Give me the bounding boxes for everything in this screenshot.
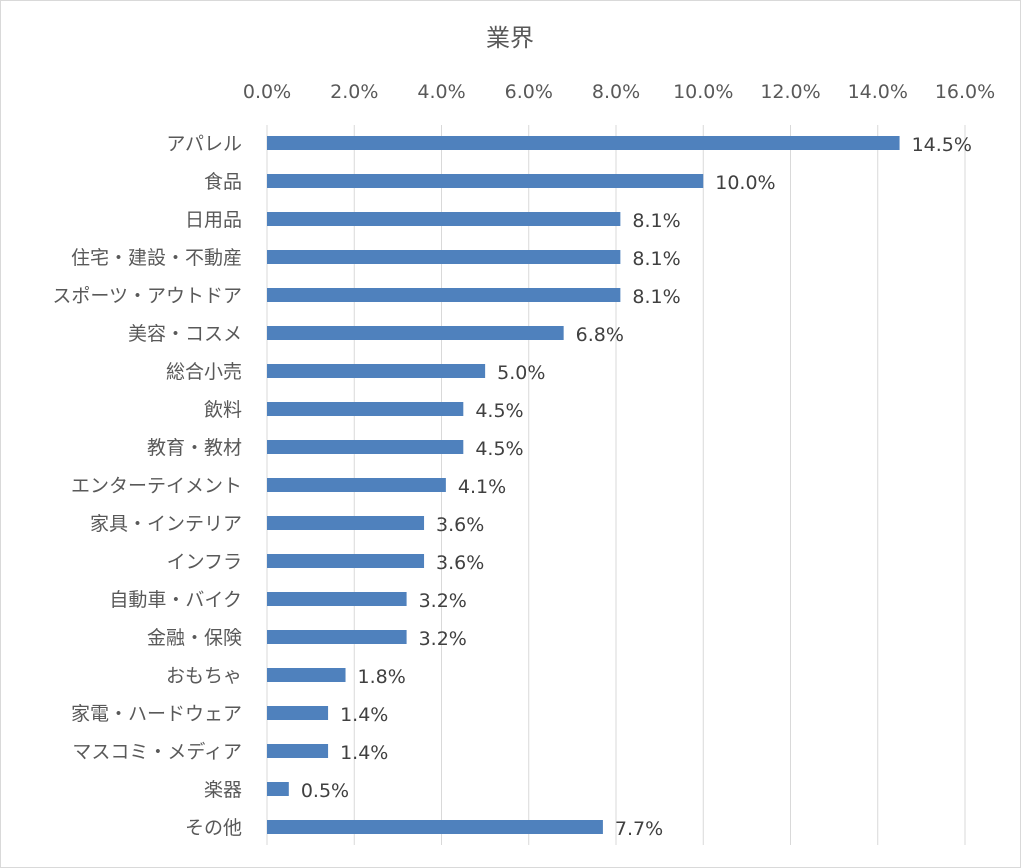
bar: [267, 174, 704, 188]
bar: [267, 668, 346, 682]
data-label: 5.0%: [497, 362, 545, 384]
category-label: マスコミ・メディア: [72, 741, 242, 763]
x-tick-label: 10.0%: [673, 81, 733, 103]
category-label: 食品: [204, 171, 242, 193]
gridlines: [266, 125, 966, 845]
data-label: 0.5%: [301, 780, 349, 802]
bar: [267, 402, 464, 416]
data-label: 4.5%: [475, 438, 523, 460]
category-label: 家電・ハードウェア: [71, 703, 242, 725]
category-label: エンターテイメント: [71, 475, 242, 497]
bar: [267, 706, 329, 720]
data-label: 1.4%: [340, 704, 388, 726]
bar: [267, 820, 603, 834]
category-label: 住宅・建設・不動産: [71, 247, 242, 269]
x-tick-label: 6.0%: [505, 81, 553, 103]
category-label: インフラ: [167, 551, 242, 573]
data-label: 6.8%: [576, 324, 624, 346]
x-tick-label: 16.0%: [935, 81, 995, 103]
x-tick-label: 0.0%: [243, 81, 291, 103]
data-label: 3.2%: [419, 590, 467, 612]
category-label: 日用品: [185, 209, 242, 231]
category-label: その他: [185, 817, 242, 839]
chart-title: 業界: [486, 24, 534, 52]
category-label: 教育・教材: [147, 437, 242, 459]
bar: [267, 630, 407, 644]
x-tick-label: 2.0%: [330, 81, 378, 103]
bar: [267, 744, 329, 758]
data-label: 3.2%: [419, 628, 467, 650]
x-tick-label: 12.0%: [760, 81, 820, 103]
category-label: 自動車・バイク: [109, 589, 242, 611]
category-label: 金融・保険: [147, 627, 242, 649]
x-tick-label: 8.0%: [592, 81, 640, 103]
data-labels: 14.5% 10.0% 8.1% 8.1% 8.1% 6.8% 5.0% 4.5% 4.5% 4.…: [301, 134, 972, 840]
data-label: 8.1%: [632, 248, 680, 270]
data-label: 4.5%: [475, 400, 523, 422]
category-label: 楽器: [204, 779, 242, 801]
bar: [267, 250, 621, 264]
bar: [267, 288, 621, 302]
bar: [267, 592, 407, 606]
data-label: 1.8%: [358, 666, 406, 688]
bars: [267, 136, 900, 834]
bar: [267, 782, 289, 796]
data-label: 3.6%: [436, 552, 484, 574]
data-label: 8.1%: [632, 210, 680, 232]
x-tick-label: 4.0%: [417, 81, 465, 103]
category-labels: アパレル食品日用品住宅・建設・不動産スポーツ・アウトドア美容・コスメ総合小売飲料…: [52, 133, 242, 839]
x-tick-label: 14.0%: [848, 81, 908, 103]
data-label: 7.7%: [615, 818, 663, 840]
category-label: アパレル: [166, 133, 242, 155]
data-label: 14.5%: [912, 134, 972, 156]
bar: [267, 136, 900, 150]
bar: [267, 326, 564, 340]
data-label: 3.6%: [436, 514, 484, 536]
bar: [267, 364, 486, 378]
category-label: スポーツ・アウトドア: [52, 285, 242, 307]
category-label: 美容・コスメ: [128, 323, 242, 345]
category-label: 飲料: [204, 399, 242, 421]
bar: [267, 440, 464, 454]
bar: [267, 212, 621, 226]
x-axis-ticks: 0.0% 2.0% 4.0% 6.0% 8.0% 10.0% 12.0% 14.0% 16.0%: [243, 81, 995, 103]
category-label: 総合小売: [166, 361, 242, 383]
category-label: おもちゃ: [166, 665, 242, 687]
bar: [267, 516, 425, 530]
bar: [267, 478, 446, 492]
data-label: 8.1%: [632, 286, 680, 308]
data-label: 1.4%: [340, 742, 388, 764]
category-label: 家具・インテリア: [90, 513, 242, 535]
bar: [267, 554, 425, 568]
data-label: 10.0%: [715, 172, 775, 194]
data-label: 4.1%: [458, 476, 506, 498]
